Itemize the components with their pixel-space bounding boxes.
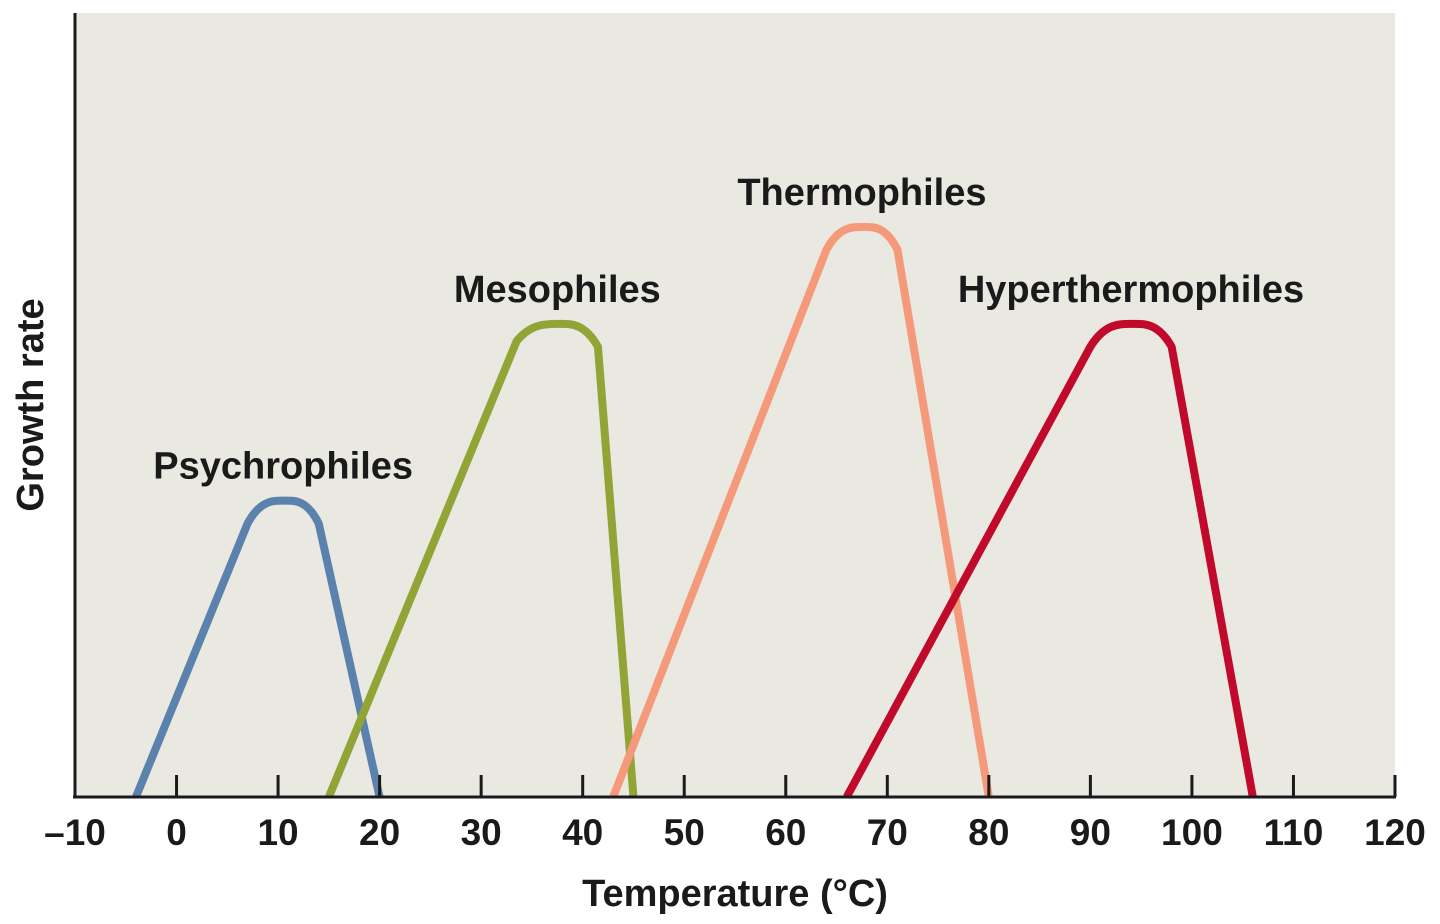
series-label-psychrophiles: Psychrophiles [153,446,413,488]
x-tick-label: 30 [461,812,502,853]
x-tick-label: 120 [1364,812,1426,853]
plot-background [75,13,1395,797]
series-line-hyperthermophiles [843,319,1257,799]
x-tick-label: 0 [166,812,187,853]
x-tick-label: 20 [359,812,400,853]
x-tick-label: 100 [1161,812,1223,853]
x-tick-label: 70 [867,812,908,853]
series-curves [132,222,1257,799]
x-tick-label: –10 [44,812,106,853]
series-label-hyperthermophiles: Hyperthermophiles [958,269,1304,311]
series-label-mesophiles: Mesophiles [454,269,661,311]
x-tick-label: 60 [765,812,806,853]
series-line-mesophiles [325,319,638,799]
x-tick-label: 40 [562,812,603,853]
x-tick-label: 110 [1264,812,1324,853]
x-tick-label: 50 [664,812,705,853]
x-tick-label: 10 [257,812,298,853]
x-tick-label: 80 [968,812,1009,853]
x-axis-title: Temperature (°C) [582,873,888,915]
series-label-thermophiles: Thermophiles [737,172,986,214]
series-line-psychrophiles [132,496,384,799]
x-tick-label: 90 [1070,812,1111,853]
y-axis-title: Growth rate [10,298,52,511]
x-axis-ticks: –10 0 10 20 30 40 50 60 70 80 90 100 110 120 [44,775,1426,853]
series-line-thermophiles [609,222,993,799]
series-labels: Psychrophiles Mesophiles Thermophiles Hyper… [153,172,1304,488]
